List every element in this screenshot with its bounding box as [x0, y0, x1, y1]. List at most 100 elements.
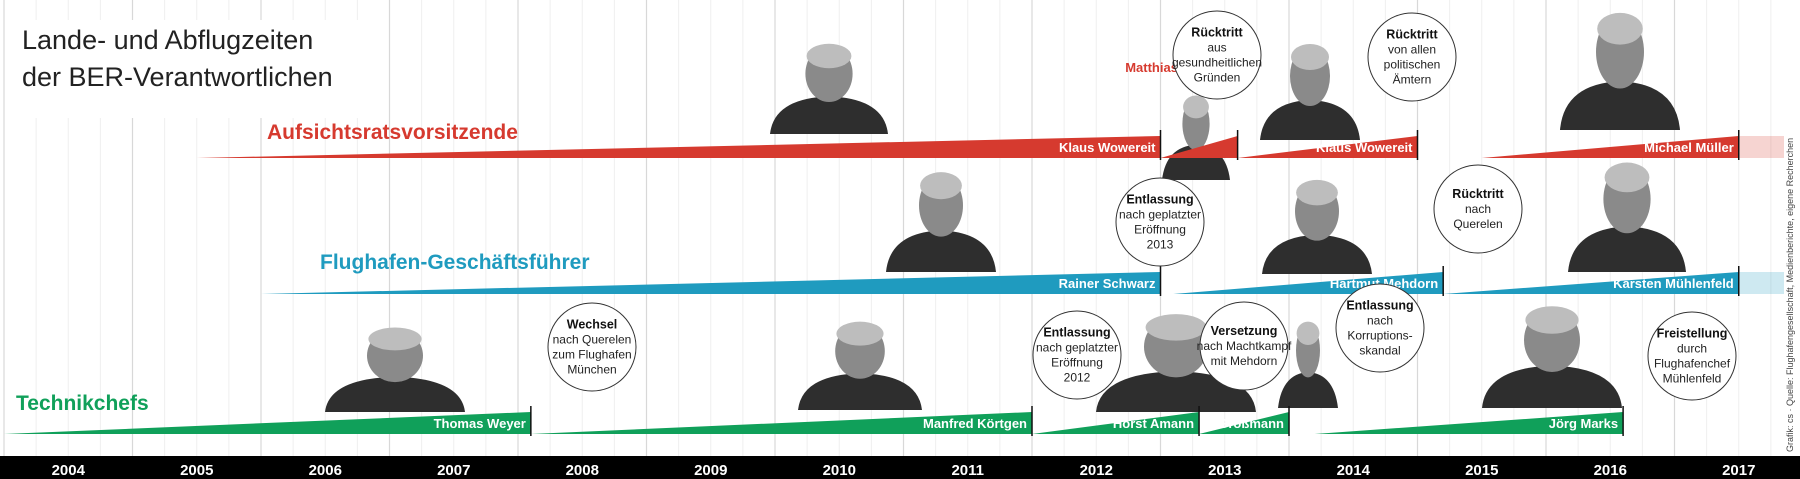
events: RücktrittausgesundheitlichenGründenRückt… [547, 10, 1737, 401]
year-tick-label: 2004 [52, 462, 86, 479]
event-circle [1433, 164, 1523, 254]
event-detail-line: aus [1207, 41, 1226, 55]
event-detail-line: durch [1677, 342, 1707, 356]
portrait-photo [1162, 95, 1230, 180]
person-name-label: Rainer Schwarz [1059, 276, 1156, 291]
event-circle [547, 302, 637, 392]
event-detail-line: mit Mehdorn [1211, 354, 1278, 368]
title-line-1: Lande- und Abflugzeiten [22, 25, 313, 55]
event-heading: Entlassung [1346, 299, 1413, 313]
event-circle [1335, 283, 1425, 373]
year-tick-label: 2012 [1080, 462, 1113, 479]
event-detail-line: nach [1367, 314, 1393, 328]
year-tick-label: 2010 [823, 462, 856, 479]
event-heading: Entlassung [1043, 326, 1110, 340]
portrait-photo [886, 172, 996, 272]
event-detail-line: Eröffnung [1134, 223, 1186, 237]
year-tick-label: 2017 [1722, 462, 1755, 479]
event-detail-line: nach Querelen [553, 333, 632, 347]
title-background [10, 20, 365, 118]
portrait-photo [325, 327, 465, 412]
person-name-label: J. Großmann [1204, 416, 1284, 431]
event-heading: Wechsel [567, 318, 618, 332]
year-tick-label: 2007 [437, 462, 470, 479]
portrait-photo [798, 321, 922, 410]
event-detail-line: nach geplatzter [1036, 341, 1118, 355]
term-wedge [530, 412, 1032, 434]
year-tick-label: 2005 [180, 462, 213, 479]
year-tick-label: 2009 [694, 462, 727, 479]
portrait-photo [1560, 12, 1680, 130]
event-heading: Rücktritt [1191, 26, 1243, 40]
portrait-photo [1482, 306, 1622, 408]
event-circle [1172, 10, 1262, 100]
track-name: Aufsichtsratsvorsitzende [267, 121, 518, 144]
person-name-label: Klaus Wowereit [1316, 140, 1413, 155]
event-detail-line: Ämtern [1393, 73, 1432, 87]
person-name-label: Hartmut Mehdorn [1330, 276, 1438, 291]
person-name-label: Karsten Mühlenfeld [1613, 276, 1734, 291]
term-ongoing-band [1738, 136, 1784, 158]
term-wedge [1199, 412, 1289, 434]
portrait-photo [770, 43, 888, 134]
year-axis: 2004 2005 2006 2007 2008 2009 2010 2011 2012 2013… [0, 456, 1800, 479]
term-wedge [196, 136, 1161, 158]
year-axis-bar [0, 456, 1800, 479]
event-circle [1647, 311, 1737, 401]
year-tick-label: 2013 [1208, 462, 1241, 479]
event-detail-line: politischen [1384, 58, 1441, 72]
term-wedge [1032, 412, 1200, 434]
term-wedge [1481, 136, 1739, 158]
event-circle [1115, 177, 1205, 267]
event-heading: Entlassung [1126, 193, 1193, 207]
year-tick-label: 2011 [951, 462, 984, 479]
year-tick-label: 2014 [1337, 462, 1371, 479]
year-tick-label: 2015 [1465, 462, 1498, 479]
term-wedge [4, 412, 531, 434]
person-name-label: Manfred Körtgen [923, 416, 1027, 431]
term-wedge [1237, 136, 1418, 158]
portrait-photo [1568, 162, 1686, 272]
person-name-label: Jörg Marks [1549, 416, 1618, 431]
event-detail-line: München [567, 363, 616, 377]
event-detail-line: Querelen [1453, 217, 1502, 231]
event-detail-line: Korruptions- [1347, 329, 1412, 343]
event-detail-line: von allen [1388, 43, 1436, 57]
year-tick-label: 2006 [309, 462, 342, 479]
portrait-photo [1262, 179, 1372, 274]
track-technik: Thomas Weyer Manfred Körtgen Horst Amann J.… [4, 306, 1624, 436]
event-heading: Rücktritt [1452, 187, 1504, 201]
event-detail-line: Flughafenchef [1654, 357, 1731, 371]
event-detail-line: skandal [1359, 344, 1400, 358]
event-detail-line: nach geplatzter [1119, 208, 1201, 222]
term-wedge [1314, 412, 1624, 434]
event-detail-line: 2013 [1147, 238, 1174, 252]
event-circle [1032, 310, 1122, 400]
portrait-photo [1278, 321, 1338, 408]
event-detail-line: gesundheitlichen [1172, 56, 1262, 70]
year-column [645, 0, 744, 456]
person-name-label: Klaus Wowereit [1059, 140, 1156, 155]
portrait-photo [1260, 44, 1360, 140]
event-detail-line: nach Machtkampf [1197, 339, 1292, 353]
event-detail-line: 2012 [1064, 371, 1091, 385]
person-name-label: Thomas Weyer [434, 416, 526, 431]
track-geschaeftsfuehrer: Rainer Schwarz Hartmut Mehdorn Karsten Müh… [261, 162, 1784, 296]
title-line-2: der BER-Verantwortlichen [22, 62, 333, 92]
person-name-label: Michael Müller [1644, 140, 1734, 155]
event-detail-line: Mühlenfeld [1663, 372, 1722, 386]
portrait-photo [1096, 314, 1256, 412]
event-heading: Rücktritt [1386, 28, 1438, 42]
event-detail-line: Eröffnung [1051, 356, 1103, 370]
year-tick-label: 2008 [566, 462, 599, 479]
